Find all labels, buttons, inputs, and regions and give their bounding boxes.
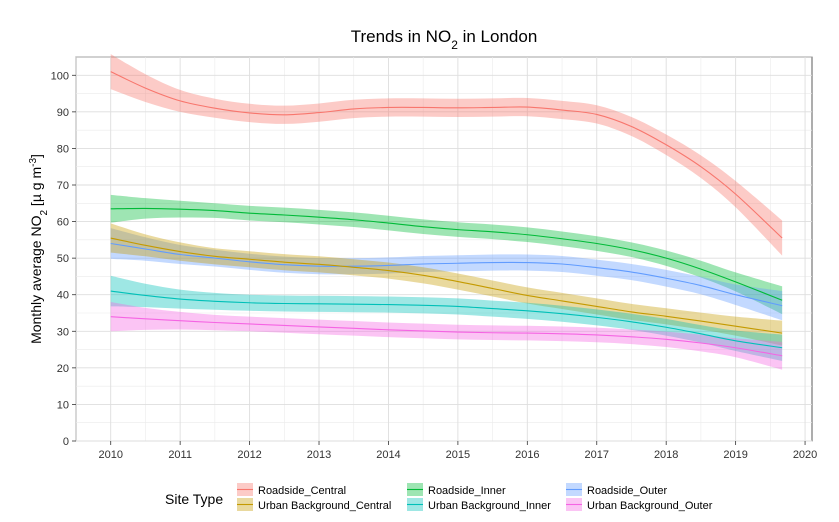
legend-label-3: Roadside_Outer: [587, 485, 667, 497]
trend-line-3: [110, 242, 783, 307]
y-tick-label: 80: [57, 143, 69, 155]
legend: Site Type Roadside_Central Roadside_Inner…: [165, 483, 713, 512]
x-tick-label: 2014: [376, 449, 400, 461]
confidence-bands: [110, 54, 783, 370]
x-tick-label: 2012: [237, 449, 261, 461]
x-tick-label: 2018: [654, 449, 678, 461]
x-tick-label: 2010: [98, 449, 122, 461]
chart-title-rest: in London: [458, 27, 537, 46]
y-tick-label: 60: [57, 217, 69, 229]
x-tick-label: 2015: [446, 449, 470, 461]
y-axis-label-units: [µ g m: [28, 167, 44, 210]
y-tick-label: 100: [51, 70, 69, 82]
y-tick-label: 20: [57, 363, 69, 375]
legend-label-4: Urban Background_Central: [258, 500, 391, 512]
y-tick-label: 10: [57, 399, 69, 411]
y-tick-label: 0: [63, 436, 69, 448]
y-tick-label: 50: [57, 253, 69, 265]
y-axis-label: Monthly average NO2 [µ g m-3]: [28, 154, 50, 344]
x-tick-label: 2017: [585, 449, 609, 461]
confidence-band-5: [110, 275, 783, 361]
plot-panel: [75, 56, 813, 442]
legend-title: Site Type: [165, 491, 223, 507]
chart-title-subscript: 2: [451, 38, 458, 52]
trend-line-6: [110, 316, 783, 357]
y-axis-label-superscript: -3: [28, 158, 39, 167]
chart-title-main: Trends in NO: [351, 27, 451, 46]
x-tick-label: 2019: [723, 449, 747, 461]
y-tick-label: 30: [57, 326, 69, 338]
x-tick-label: 2013: [307, 449, 331, 461]
confidence-band-4: [110, 223, 783, 346]
legend-label-5: Urban Background_Inner: [428, 500, 551, 512]
axes: 0 10 20 30 40 50 60 70 80 90 100 2010 2011 2012 2013 20…: [51, 70, 818, 461]
x-tick-label: 2011: [168, 449, 192, 461]
y-tick-label: 70: [57, 180, 69, 192]
confidence-band-2: [110, 194, 783, 315]
y-axis-label-main: Monthly average NO: [28, 215, 44, 344]
y-axis-label-subscript: 2: [39, 210, 50, 216]
x-tick-label: 2016: [515, 449, 539, 461]
trend-lines: [110, 71, 783, 357]
y-tick-label: 40: [57, 290, 69, 302]
y-tick-label: 90: [57, 107, 69, 119]
confidence-band-6: [110, 302, 783, 370]
legend-label-6: Urban Background_Outer: [587, 500, 713, 512]
trend-line-2: [110, 207, 783, 301]
trend-line-4: [110, 237, 783, 334]
y-axis-label-units-close: ]: [28, 154, 44, 158]
confidence-band-3: [110, 228, 783, 321]
trend-line-5: [110, 290, 783, 349]
trend-line-1: [110, 71, 783, 239]
x-tick-label: 2020: [793, 449, 817, 461]
legend-label-1: Roadside_Central: [258, 485, 346, 497]
legend-label-2: Roadside_Inner: [428, 485, 506, 497]
chart-title: Trends in NO2 in London: [351, 27, 538, 52]
